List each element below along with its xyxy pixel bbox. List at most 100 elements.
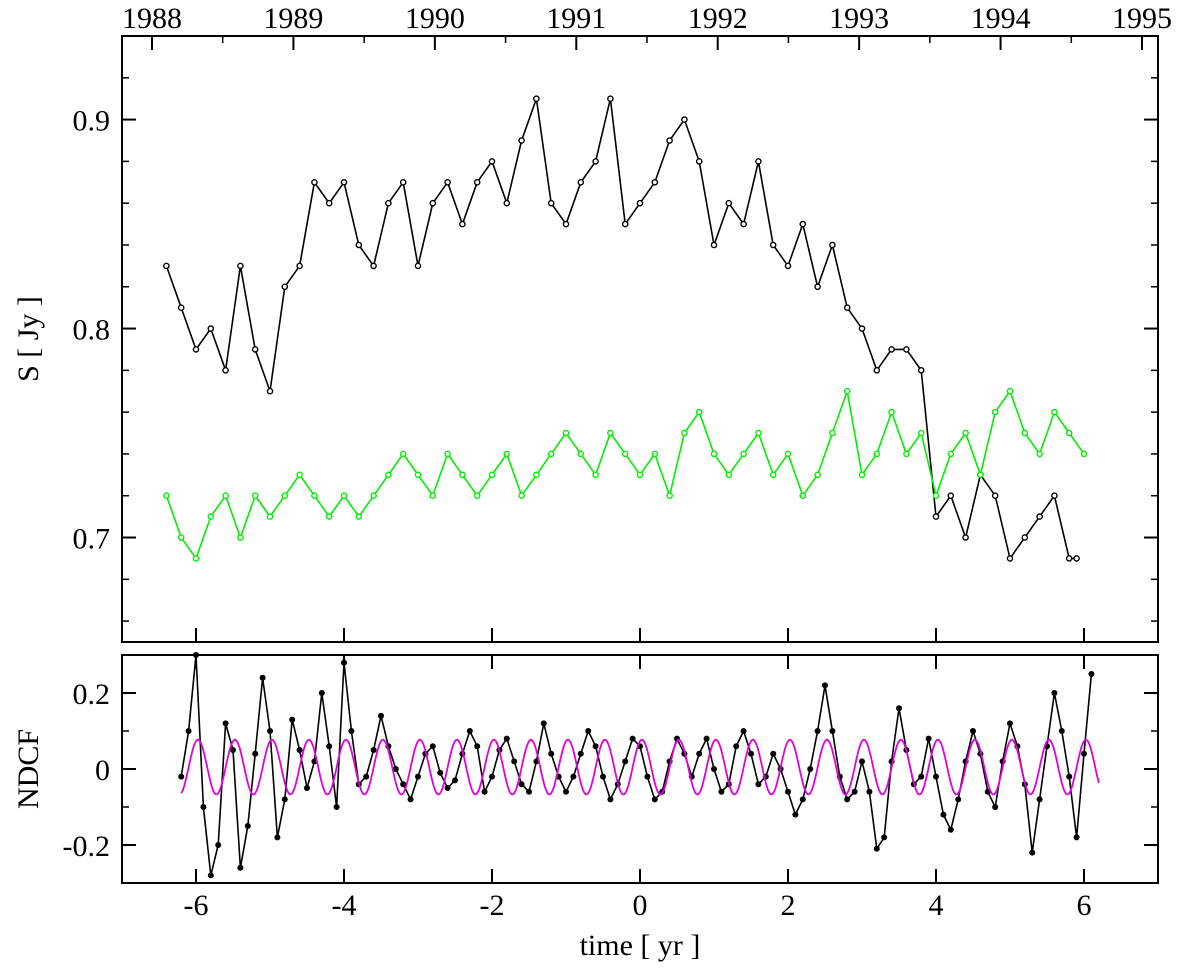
green-series-point — [237, 534, 244, 541]
green-series-point — [577, 450, 585, 458]
ndcf-point — [1051, 690, 1058, 696]
black-series-point — [814, 283, 821, 291]
ndcf-point — [851, 788, 858, 795]
ndcf-point — [600, 773, 606, 780]
ndcf-point — [733, 743, 740, 750]
black-series-point — [636, 199, 644, 207]
ndcf-point — [526, 788, 532, 795]
black-series-point — [459, 220, 466, 228]
ndcf-point — [711, 766, 717, 772]
ndcf-point — [740, 728, 747, 734]
ndcf-point — [925, 735, 932, 742]
black-series-point — [695, 158, 703, 165]
green-series-point — [977, 471, 984, 479]
ndcf-point — [363, 773, 370, 780]
ndcf-point — [822, 682, 828, 689]
bottom-panel-data — [178, 652, 1100, 879]
year-tick-label: 1995 — [1112, 2, 1172, 35]
year-tick-label: 1988 — [122, 2, 182, 35]
ndcf-point — [873, 845, 880, 852]
sine-fit-line — [180, 738, 1100, 796]
ndcf-point — [585, 728, 592, 734]
green-series-point — [163, 492, 170, 500]
green-series-point — [903, 450, 910, 458]
black-series-point — [917, 366, 925, 374]
green-series-point — [488, 471, 496, 479]
green-series-point — [355, 513, 363, 520]
ndcf-point — [348, 728, 355, 734]
ndcf-point — [1088, 671, 1095, 677]
ndcf-point — [814, 728, 821, 734]
top-panel-ylabel: S [ Jy ] — [12, 296, 45, 382]
black-series-point — [325, 199, 333, 207]
black-series-point — [473, 178, 481, 186]
black-series-point — [799, 220, 807, 228]
green-series-point — [607, 429, 614, 437]
ndcf-point — [215, 842, 222, 848]
black-series-point — [207, 325, 215, 332]
ndcf-point — [755, 781, 762, 788]
ndcf-point — [577, 750, 584, 757]
ndcf-point — [844, 796, 851, 803]
ndcf-point — [267, 728, 273, 734]
green-series-point — [947, 450, 955, 458]
ndcf-point — [466, 728, 473, 734]
ndcf-point — [933, 773, 939, 780]
top-panel-ytick-label: 0.8 — [73, 314, 111, 347]
ndcf-point — [1007, 720, 1013, 727]
ndcf-point — [799, 796, 806, 803]
green-series-point — [1065, 429, 1073, 437]
ndcf-point — [178, 773, 185, 780]
ndcf-point — [518, 781, 525, 788]
green-series-point — [518, 492, 525, 500]
ndcf-point — [1066, 773, 1073, 780]
bottom-panel-xtick-label: 2 — [781, 889, 796, 922]
black-series-point — [503, 199, 511, 207]
bottom-panel-xtick-label: 4 — [929, 889, 944, 922]
black-series-point — [843, 304, 851, 312]
ndcf-point — [770, 750, 777, 757]
green-series-point — [533, 471, 540, 479]
ndcf-point — [570, 773, 577, 780]
ndcf-point — [918, 773, 925, 780]
green-series-point — [296, 471, 303, 479]
ndcf-point — [644, 773, 651, 780]
ndcf-point — [859, 758, 865, 765]
ndcf-point — [785, 788, 791, 795]
black-series-point — [577, 178, 585, 186]
bottom-panel-ticks: -6 -4 -2 0 2 4 6 -0.2 0 0.2 — [63, 655, 1158, 922]
green-series-point — [740, 450, 747, 458]
ndcf-point — [318, 690, 325, 696]
ndcf-point — [792, 811, 799, 818]
year-tick-label: 1990 — [405, 2, 465, 35]
ndcf-point — [274, 834, 281, 841]
black-series-point — [1073, 555, 1080, 562]
black-series-point — [177, 304, 185, 312]
ndcf-point — [970, 728, 976, 734]
green-series-point — [932, 492, 940, 500]
ndcf-point — [429, 743, 436, 750]
bottom-panel-ytick-label: 0.2 — [73, 678, 111, 711]
black-series-point — [547, 199, 555, 207]
green-series-point — [1080, 450, 1088, 458]
black-series-point — [903, 346, 910, 353]
green-series-point — [843, 387, 851, 395]
black-series-point — [962, 534, 969, 541]
green-series-point — [207, 513, 215, 520]
black-series-point — [858, 325, 866, 332]
bottom-panel-xtick-label: -2 — [480, 889, 505, 922]
ndcf-point — [807, 766, 814, 772]
ndcf-point — [1058, 728, 1065, 734]
year-tick-label: 1991 — [546, 2, 606, 35]
green-series-point — [710, 450, 718, 458]
green-series-point — [799, 492, 807, 500]
black-series-point — [592, 158, 599, 165]
bottom-panel-xtick-label: -4 — [332, 889, 357, 922]
ndcf-point — [341, 659, 347, 666]
black-series-point — [562, 220, 570, 228]
black-series-point — [370, 262, 377, 270]
black-series-point — [1021, 534, 1029, 541]
green-series-point — [459, 471, 466, 479]
ndcf-point — [718, 788, 725, 795]
